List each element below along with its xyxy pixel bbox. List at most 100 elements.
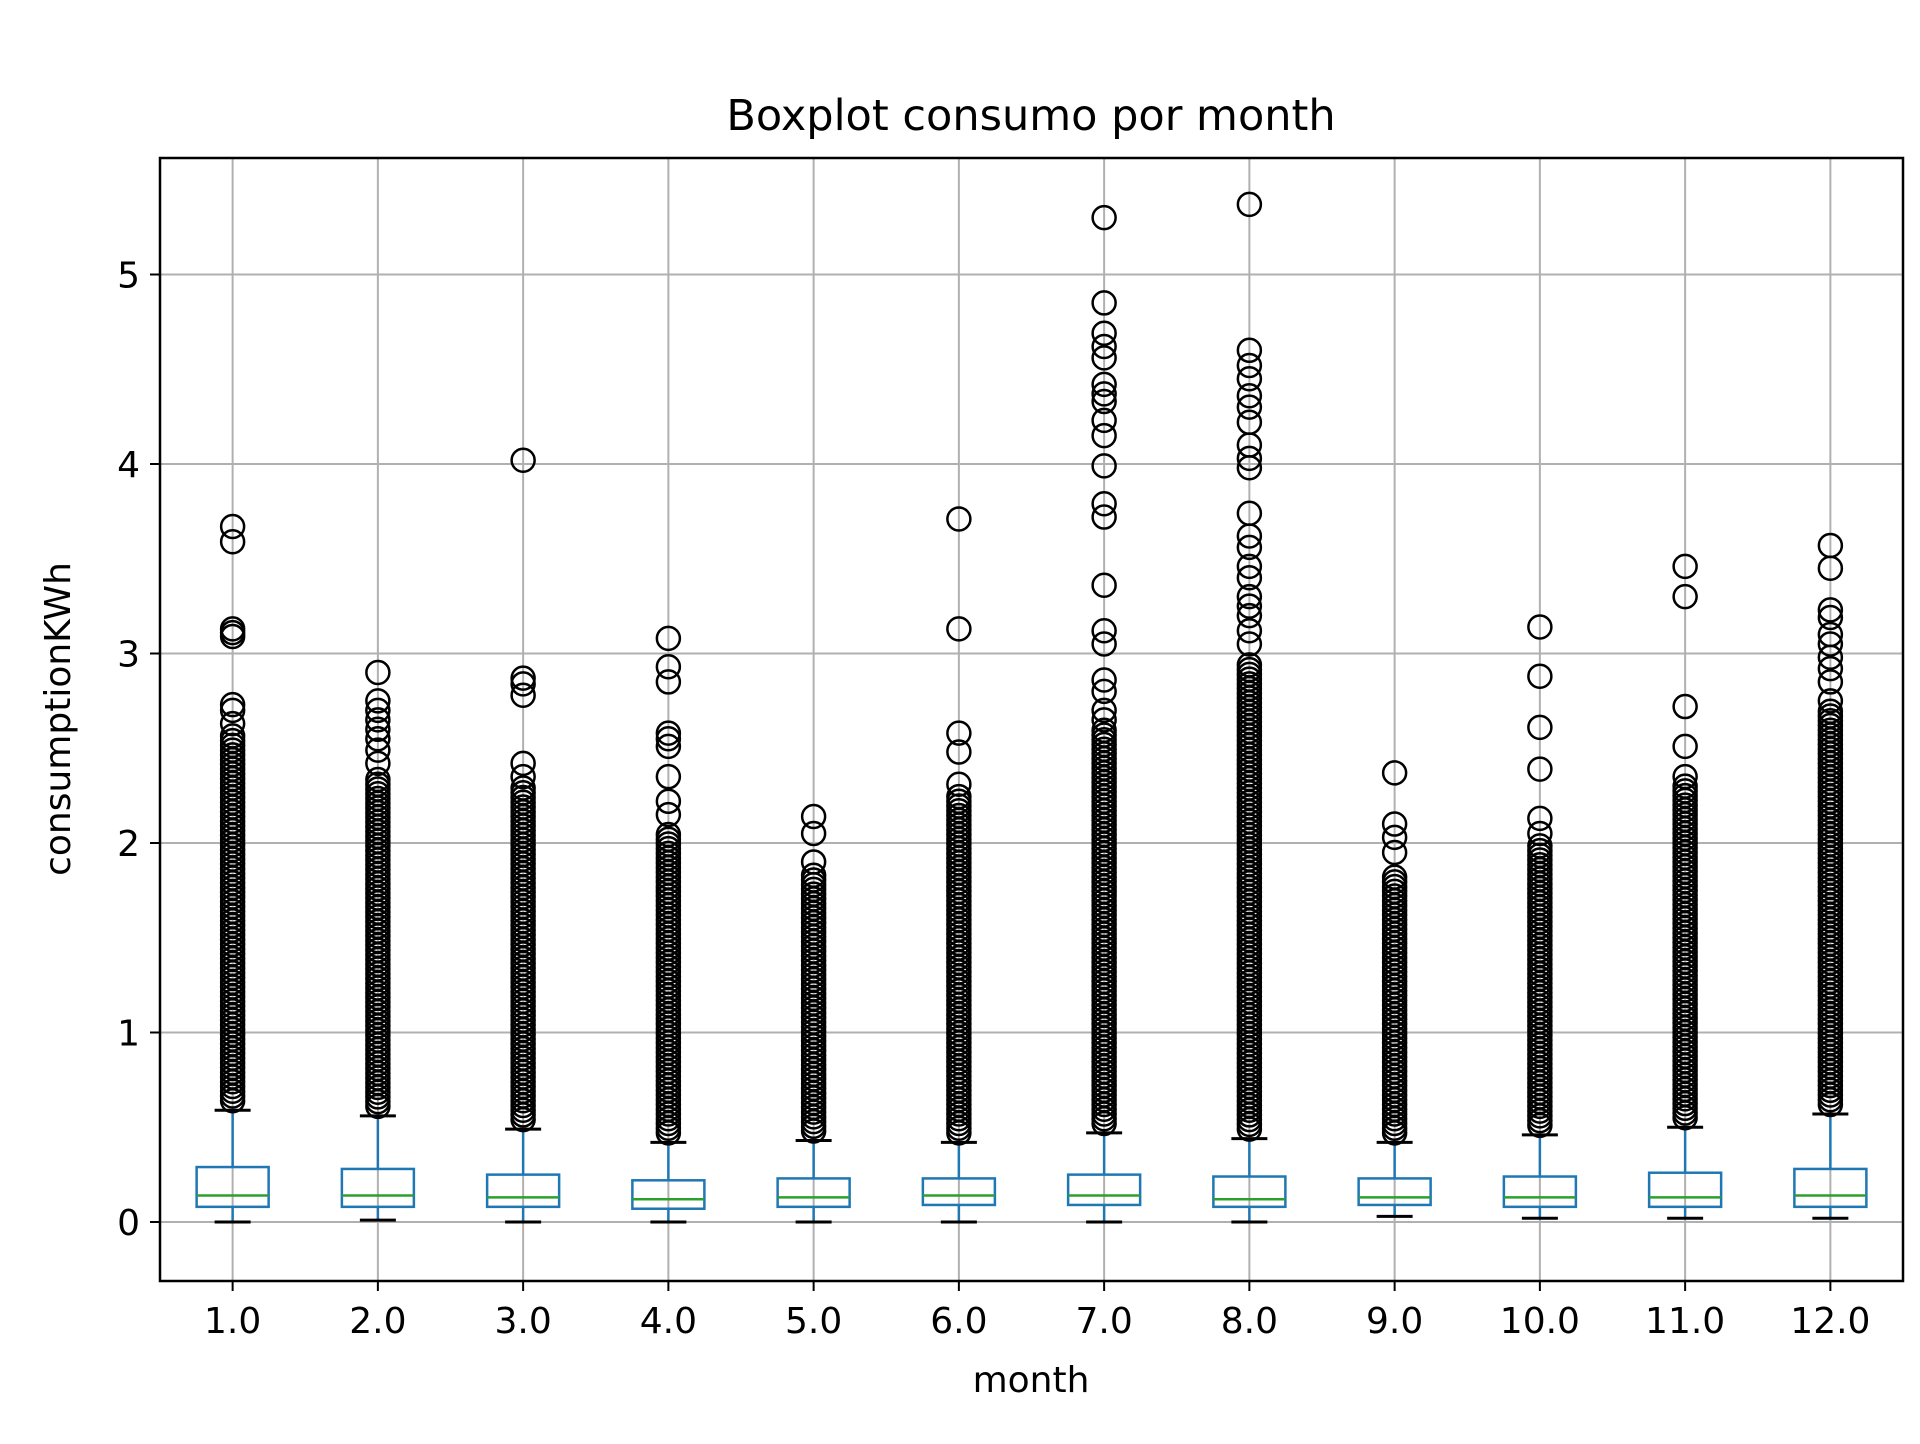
x-tick-label: 10.0 <box>1500 1301 1580 1342</box>
outlier-point <box>365 688 391 714</box>
outlier-point <box>946 506 972 532</box>
outlier-point <box>1236 583 1263 610</box>
y-tick-label: 2 <box>117 824 140 865</box>
chart-title: Boxplot consumo por month <box>726 91 1335 141</box>
outlier-point <box>365 750 391 777</box>
x-tick-label: 7.0 <box>1075 1301 1132 1342</box>
outlier-point <box>1091 290 1117 316</box>
outlier-point <box>1381 811 1408 837</box>
outlier-point <box>1672 693 1698 720</box>
y-axis-label: consumptionKWh <box>38 562 79 876</box>
grid-lines <box>160 158 1903 1281</box>
outlier-point <box>1236 602 1263 629</box>
outlier-point <box>1817 655 1844 682</box>
outlier-point <box>1091 388 1117 415</box>
outlier-point <box>946 616 972 642</box>
x-tick-label: 6.0 <box>930 1301 987 1342</box>
outlier-point <box>365 726 391 752</box>
outlier-point <box>1091 453 1117 479</box>
outlier-point <box>1236 394 1263 420</box>
outlier-point <box>219 616 246 642</box>
x-tick-label: 5.0 <box>785 1301 842 1342</box>
outlier-point <box>1381 864 1408 890</box>
outlier-point <box>510 775 536 801</box>
outlier-point <box>655 821 682 848</box>
outlier-point <box>655 733 682 760</box>
outlier-point <box>1091 333 1117 360</box>
outlier-point <box>219 710 246 737</box>
outlier-point <box>1817 669 1844 695</box>
box-group <box>485 447 561 1224</box>
outlier-point <box>1236 365 1263 392</box>
x-tick-label: 3.0 <box>494 1301 551 1342</box>
iqr-box <box>1793 1167 1868 1209</box>
iqr-box <box>1212 1175 1287 1209</box>
outlier-point <box>1236 352 1263 379</box>
outlier-point <box>946 783 972 810</box>
x-axis-label: month <box>973 1360 1090 1401</box>
outlier-point <box>1091 678 1117 705</box>
outlier-point <box>1672 733 1698 760</box>
box-group <box>921 506 997 1224</box>
iqr-box <box>921 1177 997 1207</box>
outlier-point <box>1236 409 1263 436</box>
outlier-point <box>1091 371 1117 398</box>
outlier-point <box>1091 697 1117 724</box>
outlier-point <box>365 737 391 763</box>
box-group <box>631 625 706 1224</box>
outlier-point <box>1381 824 1408 851</box>
iqr-box <box>340 1167 416 1209</box>
outlier-point <box>365 716 391 743</box>
outlier-point <box>1381 839 1408 866</box>
outlier-point <box>219 528 246 555</box>
outlier-point <box>1091 381 1117 407</box>
iqr-box <box>485 1173 561 1209</box>
box-group <box>195 513 270 1224</box>
outlier-point <box>1527 833 1553 859</box>
outlier-point <box>1672 583 1698 610</box>
outlier-point <box>365 766 391 793</box>
outlier-point <box>1236 652 1263 678</box>
outlier-point <box>1236 534 1263 561</box>
y-tick-label: 3 <box>117 635 140 676</box>
outlier-point <box>1817 688 1844 714</box>
outlier-point <box>365 659 391 686</box>
outlier-point <box>1236 631 1263 657</box>
outlier-point <box>219 513 246 540</box>
iqr-box <box>1066 1173 1142 1207</box>
outlier-point <box>510 447 536 473</box>
x-tick-label: 2.0 <box>349 1301 406 1342</box>
x-tick-label: 11.0 <box>1645 1301 1725 1342</box>
outlier-point <box>1672 773 1698 799</box>
outlier-point <box>946 720 972 746</box>
iqr-box <box>631 1179 706 1210</box>
outlier-point <box>1236 445 1263 472</box>
outlier-point <box>1817 621 1844 648</box>
outlier-point <box>1236 618 1263 644</box>
outlier-point <box>1817 532 1844 559</box>
outlier-point <box>1091 631 1117 657</box>
axes: 0 1 2 3 4 5 1.0 2.0 3.0 4.0 5.0 6.0 7.0 8.0 9.0 10.0 11.… <box>117 156 1905 1342</box>
outlier-point <box>655 654 682 680</box>
outlier-point <box>946 739 972 765</box>
y-tick-label: 0 <box>117 1203 140 1244</box>
outlier-point <box>510 671 536 697</box>
y-tick-label: 5 <box>117 256 140 297</box>
outlier-point <box>946 771 972 798</box>
outlier-point <box>1091 491 1117 517</box>
outlier-point <box>219 691 246 718</box>
box-group <box>1066 204 1142 1224</box>
outlier-point <box>1091 345 1117 371</box>
outlier-point <box>1381 760 1408 786</box>
box-group <box>1793 532 1868 1220</box>
outlier-point <box>219 697 246 724</box>
outlier-point <box>1236 564 1263 591</box>
outlier-point <box>1527 805 1553 832</box>
iqr-box <box>776 1177 851 1209</box>
plot-frame <box>158 156 1905 1283</box>
outlier-point <box>1527 820 1553 847</box>
outlier-point <box>800 803 827 830</box>
outlier-point <box>1091 504 1117 530</box>
box-group <box>1502 614 1578 1220</box>
